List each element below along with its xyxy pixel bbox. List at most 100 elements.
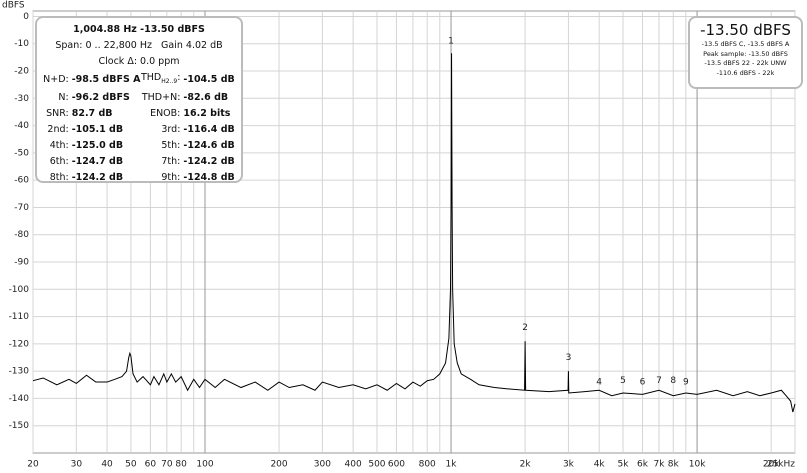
metric-value: -124.2 dB: [183, 155, 235, 167]
headline: 1,004.88 Hz -13.50 dBFS: [73, 24, 205, 35]
level: -13.50 dBFS: [700, 21, 791, 39]
y-tick-label: -140: [9, 394, 30, 404]
metric-label-suffix: :: [177, 72, 181, 83]
harmonic-label: 6: [640, 378, 646, 388]
metric-label: 8th:: [49, 171, 69, 183]
clock: Clock Δ: 0.0 ppm: [98, 56, 180, 67]
x-tick-label: 10k: [689, 460, 706, 470]
metric-value: -124.6 dB: [183, 139, 235, 151]
level-detail: -110.6 dBFS - 22k: [716, 68, 775, 77]
metric-label-text: 9th:: [161, 171, 181, 183]
y-tick-label: 0: [23, 12, 29, 22]
x-tick-label: 2k: [520, 460, 532, 470]
metric-value: -124.8 dB: [183, 171, 235, 183]
metric-label: 4th:: [49, 139, 69, 151]
metric-value: -116.4 dB: [183, 123, 235, 135]
metric-value: -82.6 dB: [183, 91, 229, 103]
metric-value: -105.1 dB: [71, 123, 124, 135]
metric-label-sub: H2..9: [161, 77, 178, 85]
metric-row: N+D: -98.5 dBFS A THDH2..9: -104.5 dB: [43, 70, 235, 90]
metric-label-text: ENOB:: [150, 107, 181, 119]
metric-row: 8th: -124.2 dB 9th: -124.8 dB: [43, 170, 235, 186]
level-detail: -13.5 dBFS 22 - 22k UNW: [704, 59, 787, 67]
x-tick-label: 50: [125, 460, 137, 470]
metric-label: SNR:: [46, 107, 69, 119]
metric-value: 16.2 bits: [183, 107, 231, 119]
harmonic-label: 4: [596, 378, 602, 388]
metric-label: 6th:: [49, 155, 69, 167]
y-tick-label: -10: [14, 39, 29, 49]
metric-label: THD+N:: [141, 90, 184, 106]
level-detail: -13.5 dBFS C, -13.5 dBFS A: [701, 40, 790, 48]
metric-label: 2nd:: [47, 123, 69, 135]
x-tick-label: 500: [368, 460, 385, 470]
level-box: -13.50 dBFS -13.5 dBFS C, -13.5 dBFS A Pe…: [688, 16, 803, 89]
metric-row: N: -96.2 dBFS THD+N: -82.6 dB: [43, 90, 235, 106]
y-tick-label: -20: [14, 67, 29, 77]
x-tick-label: 8k: [668, 460, 680, 470]
metric-label-text: THD+N:: [141, 91, 181, 103]
metric-label: 3rd:: [141, 122, 184, 138]
metric-value: -98.5 dBFS A: [71, 73, 141, 85]
span: Span: 0 .. 22,800 Hz Gain 4.02 dB: [55, 40, 223, 51]
harmonic-label: 8: [670, 376, 676, 386]
metric-row: 6th: -124.7 dB 7th: -124.2 dB: [43, 154, 235, 170]
x-tick-label: 30: [71, 460, 83, 470]
harmonic-label: 5: [620, 376, 626, 386]
x-tick-label: 6k: [637, 460, 649, 470]
metric-value: -124.7 dB: [71, 155, 124, 167]
harmonic-label: 7: [656, 376, 662, 386]
x-tick-label: 5k: [618, 460, 630, 470]
y-tick-label: -110: [9, 312, 30, 322]
x-tick-label: 800: [419, 460, 436, 470]
x-tick-label: 20: [27, 460, 39, 470]
x-tick-label: 100: [196, 460, 213, 470]
y-tick-label: -100: [9, 285, 30, 295]
metric-label: 5th:: [141, 138, 184, 154]
x-tick-label: 25kHz: [767, 460, 795, 470]
x-tick-label: 70: [161, 460, 173, 470]
metric-label: 7th:: [141, 154, 184, 170]
y-axis-label: dBFS: [2, 1, 25, 11]
y-tick-label: -70: [14, 203, 29, 213]
x-tick-label: 400: [345, 460, 362, 470]
metric-label-text: 7th:: [161, 155, 181, 167]
x-tick-label: 7k: [653, 460, 665, 470]
metric-value: -104.5 dB: [183, 73, 235, 85]
y-tick-label: -80: [14, 230, 29, 240]
metric-value: -96.2 dBFS: [71, 91, 130, 103]
y-tick-label: -90: [14, 258, 29, 268]
metric-row: SNR: 82.7 dB ENOB: 16.2 bits: [43, 106, 235, 122]
y-tick-label: -150: [9, 421, 30, 431]
info-box: 1,004.88 Hz -13.50 dBFS Span: 0 .. 22,80…: [35, 16, 243, 183]
metric-label: ENOB:: [141, 106, 184, 122]
metrics: N+D: -98.5 dBFS A THDH2..9: -104.5 dB N: -96.…: [43, 70, 235, 186]
harmonic-label: 9: [683, 378, 689, 388]
metric-label-text: 5th:: [161, 139, 181, 151]
y-tick-label: -30: [14, 94, 29, 104]
metric-label-text: THD: [140, 72, 162, 83]
metric-label-text: 3rd:: [161, 123, 181, 135]
x-tick-label: 200: [270, 460, 287, 470]
metric-value: 82.7 dB: [71, 107, 113, 119]
harmonic-label: 2: [522, 323, 528, 333]
y-tick-label: -50: [14, 148, 29, 158]
y-tick-label: -130: [9, 367, 30, 377]
y-tick-label: -40: [14, 121, 29, 131]
metric-value: -124.2 dB: [71, 171, 124, 183]
y-tick-label: -120: [9, 339, 30, 349]
x-tick-label: 3k: [563, 460, 575, 470]
metric-label: 9th:: [141, 170, 184, 186]
x-tick-label: 4k: [594, 460, 606, 470]
metric-label: THDH2..9:: [141, 70, 184, 90]
level-detail: Peak sample: -13.50 dBFS: [703, 49, 788, 58]
x-tick-label: 1k: [446, 460, 458, 470]
x-tick-label: 80: [175, 460, 187, 470]
spectrum-line: [32, 53, 796, 413]
y-tick-label: -60: [14, 176, 29, 186]
harmonic-label: 1: [448, 37, 454, 47]
x-tick-label: 60: [145, 460, 157, 470]
x-tick-label: 20k: [763, 460, 780, 470]
x-tick-label: 40: [101, 460, 113, 470]
